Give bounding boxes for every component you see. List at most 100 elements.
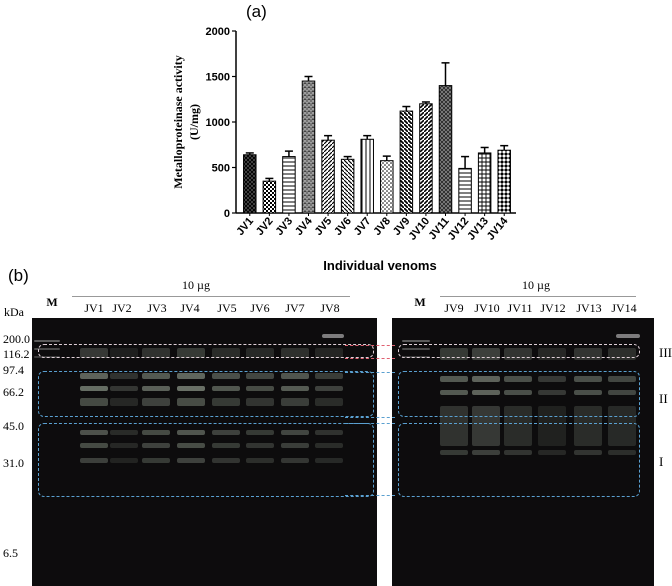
lane-label-jv12: JV12 [540,301,566,315]
protein-band [315,386,343,391]
protein-band [504,450,532,455]
protein-band [315,430,343,435]
protein-band [472,390,500,395]
region-box-iii-left [38,344,374,358]
marker-lane-label-right: M [414,295,426,309]
protein-band [608,376,636,382]
protein-band [80,398,108,406]
protein-band [246,458,274,463]
y-tick-label: 0 [224,208,230,220]
marker-label-31-0: 31.0 [3,456,24,470]
protein-band [281,398,309,406]
smear-band [574,406,602,446]
dose-line-right [440,296,636,297]
y-tick-label: 1500 [206,72,230,84]
y-axis-label: (U/mg) [187,104,201,140]
dose-label-left: 10 µg [182,278,210,292]
lane-label-jv3: JV3 [147,301,167,315]
lane-label-jv14: JV14 [611,301,637,315]
protein-band [110,458,138,463]
x-tick-label: JV1 [234,215,256,238]
protein-band [142,373,170,379]
protein-band [212,430,240,435]
smear-band [110,348,138,358]
bar-chart: 0 500 1000 1500 2000 Metalloproteinase activi… [171,26,516,273]
protein-band [472,450,500,455]
bar-jv2 [262,180,277,214]
bar-jv5 [321,139,335,214]
y-tick-label: 2000 [206,26,230,38]
protein-band [80,386,108,391]
marker-band [34,340,60,342]
region-box-iii-right [398,344,640,358]
gel-image-right [392,318,654,586]
smear-band [440,406,468,446]
region-box-ii-right [398,371,640,417]
protein-band [212,398,240,406]
protein-band [110,386,138,391]
bar-jv11 [438,85,453,214]
protein-band [110,430,138,435]
x-axis-label: Individual venoms [323,258,436,273]
x-tick-label: JV2 [254,215,276,238]
protein-band [281,386,309,391]
protein-band [472,376,500,382]
lane-label-jv10: JV10 [474,301,500,315]
protein-band [574,376,602,382]
lane-label-jv7: JV7 [285,301,305,315]
protein-band [322,334,344,338]
smear-band [177,348,205,358]
protein-band [177,386,205,391]
lane-label-jv4: JV4 [180,301,200,315]
protein-band [608,390,636,395]
protein-band [177,443,205,448]
lane-label-jv6: JV6 [250,301,270,315]
protein-band [142,386,170,391]
protein-band [80,458,108,463]
bar-jv3 [282,156,296,214]
marker-label-6-5: 6.5 [3,546,18,560]
protein-band [315,373,343,379]
bar-jv10 [419,103,433,214]
protein-band [538,450,566,455]
protein-band [177,430,205,435]
protein-band [538,376,566,382]
lane-label-jv1: JV1 [84,301,104,315]
bar-jv12 [458,167,472,214]
protein-band [574,390,602,395]
protein-band [246,386,274,391]
region-box-i-left [38,423,374,497]
marker-band [34,348,60,350]
protein-band [281,458,309,463]
x-tick-label: JV3 [273,215,295,238]
protein-band [440,376,468,382]
region-label-iii: III [659,345,672,360]
protein-band [440,450,468,455]
dose-line-left [72,296,350,297]
marker-label-66-2: 66.2 [3,385,24,399]
chart-labels: 0 500 1000 1500 2000 Metalloproteinase activi… [171,26,511,273]
lane-label-jv9: JV9 [444,301,464,315]
region-box-i-right [398,423,640,497]
region-iii-connector-top [345,345,395,346]
protein-band [212,443,240,448]
x-tick-label: JV8 [371,215,393,238]
protein-band [212,386,240,391]
y-tick-label: 500 [212,163,230,175]
protein-band [110,443,138,448]
x-tick-label: JV7 [352,215,374,238]
protein-band [80,443,108,448]
smear-band [608,406,636,446]
marker-label-97-4: 97.4 [3,363,24,377]
bar-jv1 [243,154,257,214]
x-tick-label: JV6 [332,215,354,238]
region-box-ii-left [38,371,374,417]
region-i-connector-bottom [345,495,395,496]
protein-band [246,373,274,379]
protein-band [608,450,636,455]
region-ii-connector-bottom [345,417,395,418]
region-iii-connector-bottom [345,358,395,359]
protein-band [80,373,108,379]
panel-a-label: (a) [246,2,267,21]
protein-band [246,443,274,448]
